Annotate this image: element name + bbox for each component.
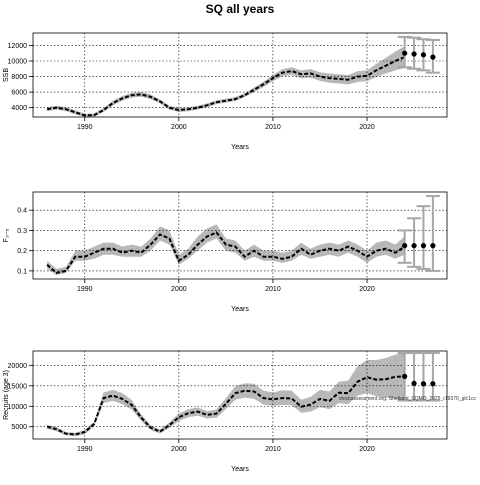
- ssb-ytick-label-4: 12000: [8, 43, 28, 50]
- recruits-xtick-label-1990: 1990: [77, 446, 93, 453]
- fbar-forecast-point-2027: [430, 243, 436, 249]
- ssb-forecast-point-2026: [420, 52, 427, 58]
- ssb-ytick-label-0: 4000: [11, 105, 27, 112]
- fbar-ytick-label-1: 0.2: [17, 248, 27, 255]
- recruits-forecast-point-2027: [430, 381, 436, 387]
- fbar-xtick-label-2020: 2020: [359, 286, 375, 293]
- fbar-estimate-line: [46, 231, 406, 274]
- ssb-x-axis-label: Years: [231, 144, 249, 151]
- ssb-ytick-label-1: 6000: [11, 90, 27, 97]
- fbar-confidence-band: [47, 224, 405, 275]
- fbar-xtick-label-2000: 2000: [171, 286, 187, 293]
- fbar-forecast-point-2025: [411, 243, 417, 249]
- ssb-xtick-label-2010: 2010: [265, 124, 281, 131]
- ssb-forecast-point-2025: [411, 51, 417, 57]
- figure-title: SQ all years: [206, 2, 275, 16]
- recruits-x-axis-label: Years: [231, 466, 249, 473]
- fbar-xtick-label-1990: 1990: [77, 286, 93, 293]
- fbar-xtick-label-2010: 2010: [265, 286, 281, 293]
- fbar-ytick-label-2: 0.3: [17, 228, 27, 235]
- panel-fbar: 1990 2000 2010 2020 0.1 0.2 0.3 0.4 Years F₃₋₅: [3, 191, 448, 313]
- fbar-forecast-errorbar-2026: [416, 205, 431, 270]
- fbar-forecast-errorbar-2025: [407, 217, 422, 268]
- recruits-forecast-point-2025: [411, 380, 417, 386]
- fbar-plot-frame: [32, 191, 448, 280]
- ssb-ytick-label-2: 8000: [11, 74, 27, 81]
- ssb-xtick-label-2020: 2020: [359, 124, 375, 131]
- recruits-estimate-line: [46, 375, 405, 436]
- fbar-forecast-point-2024: [402, 243, 408, 249]
- recruits-xtick-label-2000: 2000: [171, 446, 187, 453]
- footnote-text: stockassessment.org, Shetland_SQMO_2025_…: [339, 396, 477, 402]
- fbar-y-axis-label: F₃₋₅: [3, 229, 10, 243]
- ssb-confidence-band: [47, 46, 405, 117]
- recruits-plot-frame: [32, 350, 448, 440]
- ssb-y-axis-label: SSB: [3, 68, 10, 82]
- ssb-xtick-label-2000: 2000: [171, 124, 187, 131]
- recruits-ytick-label-0: 5000: [11, 424, 27, 431]
- fbar-x-axis-label: Years: [231, 306, 249, 313]
- recruits-ytick-label-1: 10000: [8, 404, 28, 411]
- recruits-ytick-label-2: 15000: [8, 383, 28, 390]
- fbar-forecast-errorbar-2027: [425, 195, 440, 272]
- recruits-ytick-label-3: 20000: [8, 363, 28, 370]
- panel-ssb: 1990 2000 2010 2020 4000 6000 8000 10000 12000 Ye…: [3, 32, 448, 151]
- recruits-xtick-label-2010: 2010: [265, 446, 281, 453]
- ssb-forecast-point-2024: [402, 50, 408, 56]
- recruits-xtick-label-2020: 2020: [359, 446, 375, 453]
- ssb-ytick-label-3: 10000: [8, 59, 28, 66]
- fbar-forecast-point-2026: [420, 243, 427, 249]
- recruits-forecast-errorbar-2027: [425, 352, 440, 402]
- recruits-confidence-band: [47, 352, 405, 437]
- recruits-y-axis-label: Recruits (age 3): [3, 370, 10, 420]
- ssb-estimate-line: [46, 56, 406, 117]
- panel-recruits: 1990 2000 2010 2020 5000 10000 15000 20000 Years…: [3, 350, 448, 473]
- ssb-plot-frame: [32, 32, 448, 118]
- ssb-forecast-point-2027: [430, 54, 436, 60]
- fbar-ytick-label-0: 0.1: [17, 268, 27, 275]
- ssb-xtick-label-1990: 1990: [77, 124, 93, 131]
- recruits-forecast-point-2026: [420, 381, 427, 387]
- fbar-ytick-label-3: 0.4: [17, 208, 27, 215]
- recruits-forecast-point-2024: [402, 373, 408, 379]
